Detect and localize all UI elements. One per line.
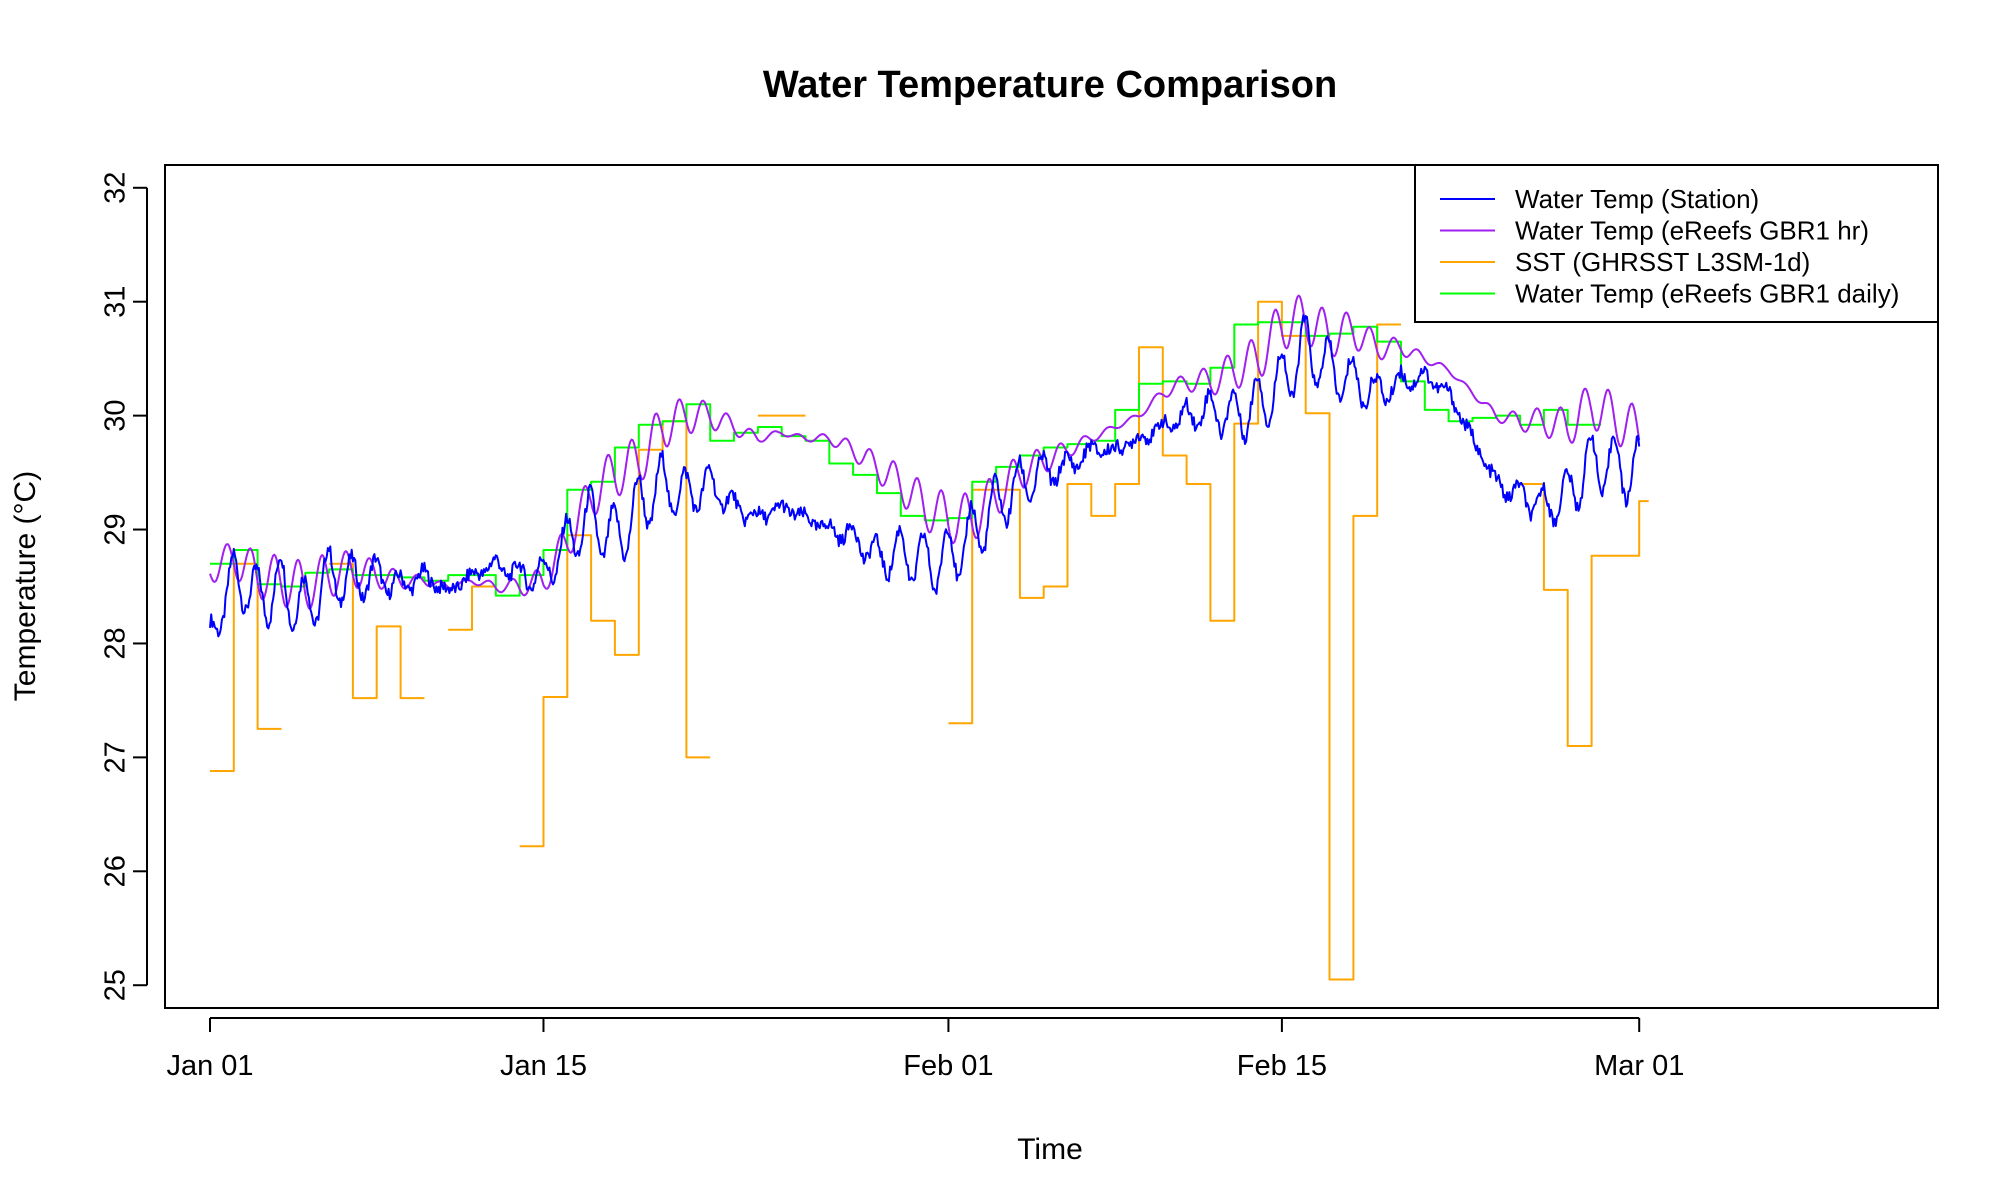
y-axis-label: Temperature (°C) — [9, 471, 42, 701]
legend: Water Temp (Station)Water Temp (eReefs G… — [1414, 164, 1939, 323]
series-layer — [209, 294, 1649, 981]
y-tick-label: 32 — [100, 172, 132, 204]
legend-label-ereefs_daily: Water Temp (eReefs GBR1 daily) — [1515, 279, 1899, 309]
chart-title: Water Temperature Comparison — [763, 64, 1337, 106]
plot-frame — [164, 164, 1939, 1009]
x-tick-label: Mar 01 — [1594, 1050, 1684, 1082]
legend-label-station: Water Temp (Station) — [1515, 184, 1759, 214]
x-axis: Jan 01 Jan 15 Feb 01 Feb 15 Mar 01 — [166, 1017, 1684, 1082]
y-tick-label: 28 — [100, 627, 132, 659]
y-tick-label: 30 — [100, 399, 132, 431]
x-axis-label: Time — [1017, 1133, 1083, 1166]
y-axis: 25 26 27 28 29 30 31 32 — [100, 172, 148, 1001]
y-tick-label: 31 — [100, 286, 132, 318]
legend-label-ereefs_hr: Water Temp (eReefs GBR1 hr) — [1515, 216, 1869, 246]
y-tick-label: 25 — [100, 969, 132, 1001]
series-line-ereefs_daily — [210, 321, 1602, 597]
x-tick-label: Feb 15 — [1237, 1050, 1327, 1082]
legend-box — [1414, 164, 1939, 323]
series-line-station — [209, 314, 1641, 638]
series-line-sst — [210, 300, 1649, 981]
x-tick-label: Feb 01 — [903, 1050, 993, 1082]
y-tick-label: 29 — [100, 513, 132, 545]
legend-label-sst: SST (GHRSST L3SM-1d) — [1515, 247, 1810, 277]
y-tick-label: 27 — [100, 741, 132, 773]
x-tick-label: Jan 01 — [166, 1050, 253, 1082]
y-tick-label: 26 — [100, 855, 132, 887]
x-tick-label: Jan 15 — [500, 1050, 587, 1082]
